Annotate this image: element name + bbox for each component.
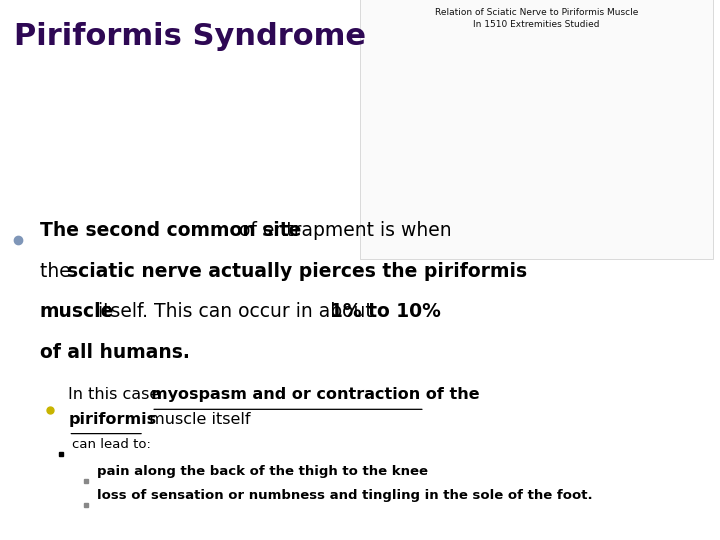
Text: loss of sensation or numbness and tingling in the sole of the foot.: loss of sensation or numbness and tingli… <box>97 489 593 502</box>
Text: can lead to:: can lead to: <box>72 438 151 451</box>
Text: the: the <box>40 262 76 281</box>
Text: In this case: In this case <box>68 387 165 402</box>
Text: muscle: muscle <box>40 302 114 321</box>
Text: itself. This can occur in about: itself. This can occur in about <box>92 302 379 321</box>
Text: of entrapment is when: of entrapment is when <box>233 221 451 240</box>
Text: Relation of Sciatic Nerve to Piriformis Muscle: Relation of Sciatic Nerve to Piriformis … <box>435 8 638 17</box>
Text: pain along the back of the thigh to the knee: pain along the back of the thigh to the … <box>97 465 428 478</box>
Text: muscle itself: muscle itself <box>144 411 251 427</box>
Text: The second common site: The second common site <box>40 221 301 240</box>
Text: sciatic nerve actually pierces the piriformis: sciatic nerve actually pierces the pirif… <box>67 262 527 281</box>
Text: Piriformis Syndrome: Piriformis Syndrome <box>14 22 366 51</box>
Text: piriformis: piriformis <box>68 411 156 427</box>
Text: of all humans.: of all humans. <box>40 343 189 362</box>
Text: 1% to 10%: 1% to 10% <box>330 302 441 321</box>
Bar <box>360 0 713 259</box>
Text: myospasm and or contraction of the: myospasm and or contraction of the <box>151 387 480 402</box>
Text: In 1510 Extremities Studied: In 1510 Extremities Studied <box>473 20 600 29</box>
